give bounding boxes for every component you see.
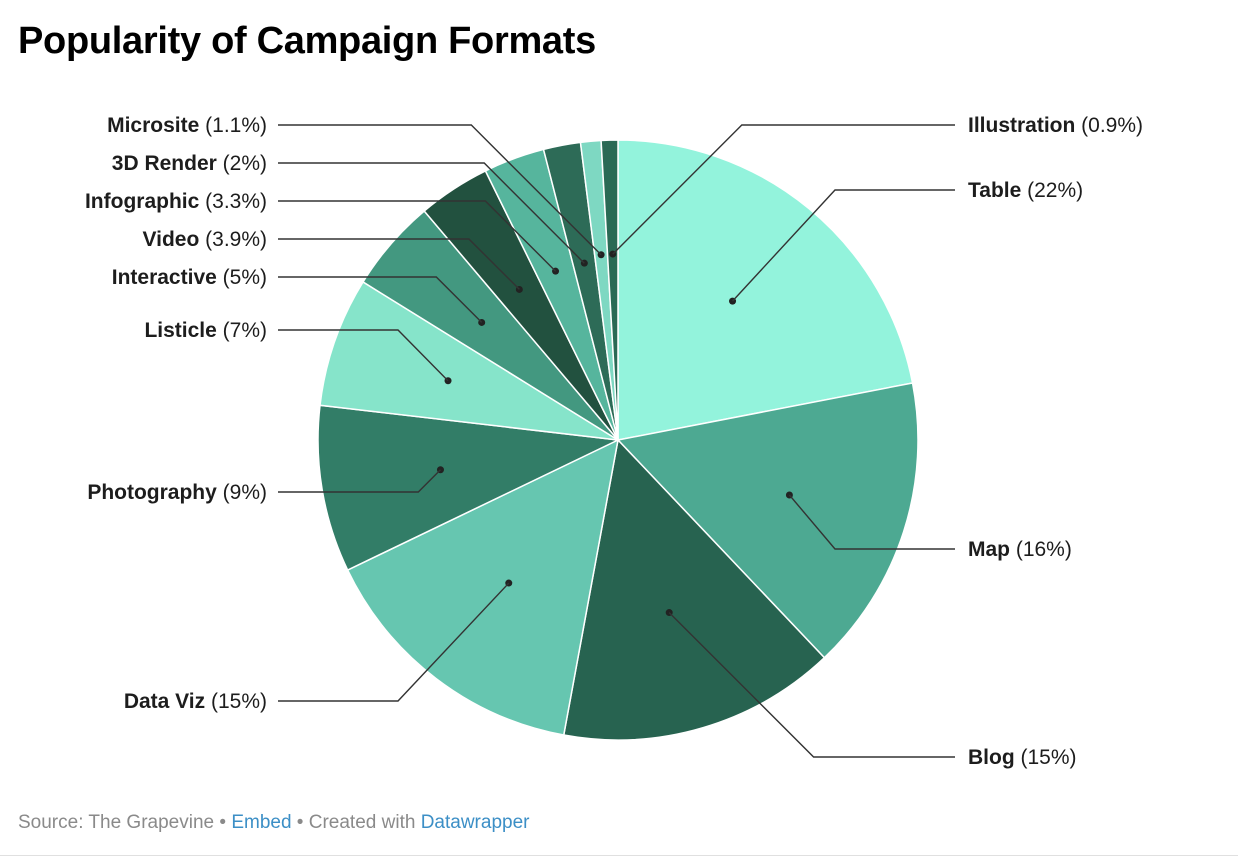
slice-label-value: (9%) bbox=[217, 481, 267, 504]
leader-line-photography bbox=[278, 469, 441, 493]
pie-slice-photography bbox=[317, 404, 621, 572]
slice-label-name: Table bbox=[968, 179, 1021, 202]
slice-label-value: (16%) bbox=[1010, 538, 1072, 561]
leader-line-infographic bbox=[278, 200, 557, 272]
slice-label-blog: Blog (15%) bbox=[968, 746, 1077, 769]
slice-label-value: (3.3%) bbox=[199, 190, 267, 213]
embed-link[interactable]: Embed bbox=[231, 812, 292, 833]
slice-label-interactive: Interactive (5%) bbox=[112, 266, 267, 289]
datawrapper-link[interactable]: Datawrapper bbox=[420, 812, 530, 833]
slice-label-3d-render: 3D Render (2%) bbox=[112, 152, 267, 175]
slice-label-video: Video (3.9%) bbox=[143, 228, 267, 251]
slice-label-value: (5%) bbox=[217, 266, 267, 289]
slice-label-value: (15%) bbox=[1015, 746, 1077, 769]
slice-label-value: (7%) bbox=[217, 319, 267, 342]
pie-slice-data-viz bbox=[346, 438, 620, 736]
leader-line-interactive bbox=[278, 276, 483, 323]
source-text: Source: The Grapevine bbox=[18, 812, 215, 833]
slice-label-name: Microsite bbox=[107, 114, 199, 137]
leader-line-table bbox=[731, 189, 955, 302]
leader-line-data-viz bbox=[278, 582, 510, 702]
pie-chart: Table (22%)Map (16%)Blog (15%)Data Viz (… bbox=[85, 114, 1143, 769]
footer-separator: • bbox=[214, 812, 232, 833]
chart-footer: Source: The Grapevine • Embed • Created … bbox=[18, 812, 529, 834]
slice-label-data-viz: Data Viz (15%) bbox=[124, 690, 267, 713]
pie-slice-map bbox=[616, 382, 919, 659]
slice-label-name: Data Viz bbox=[124, 690, 205, 713]
pie-slice-listicle bbox=[319, 280, 619, 441]
leader-line-illustration bbox=[612, 124, 955, 255]
slice-label-listicle: Listicle (7%) bbox=[144, 319, 267, 342]
slice-label-name: Infographic bbox=[85, 190, 200, 213]
slice-label-microsite: Microsite (1.1%) bbox=[107, 114, 267, 137]
slice-label-value: (0.9%) bbox=[1075, 114, 1143, 137]
footer-separator: • bbox=[291, 812, 309, 833]
slice-label-value: (22%) bbox=[1021, 179, 1083, 202]
slice-label-value: (1.1%) bbox=[199, 114, 267, 137]
slice-label-name: Blog bbox=[968, 746, 1015, 769]
slice-label-name: Interactive bbox=[112, 266, 217, 289]
created-with-text: Created with bbox=[308, 812, 416, 833]
slice-labels: Table (22%)Map (16%)Blog (15%)Data Viz (… bbox=[85, 114, 1143, 769]
slice-label-name: Photography bbox=[87, 481, 217, 504]
bottom-divider bbox=[0, 855, 1238, 856]
slice-label-name: Video bbox=[143, 228, 200, 251]
leader-line-3d-render bbox=[278, 162, 585, 264]
pie-slice-blog bbox=[562, 438, 826, 741]
slice-label-name: 3D Render bbox=[112, 152, 217, 175]
leader-line-blog bbox=[668, 612, 955, 758]
leader-lines bbox=[278, 124, 955, 758]
leader-line-listicle bbox=[278, 329, 449, 382]
slice-label-value: (2%) bbox=[217, 152, 267, 175]
slice-label-name: Map bbox=[968, 538, 1010, 561]
slice-label-name: Listicle bbox=[144, 319, 216, 342]
leader-line-map bbox=[788, 494, 955, 550]
slice-label-value: (3.9%) bbox=[199, 228, 267, 251]
slice-label-name: Illustration bbox=[968, 114, 1075, 137]
pie-slices bbox=[317, 139, 919, 741]
slice-label-map: Map (16%) bbox=[968, 538, 1072, 561]
slice-label-table: Table (22%) bbox=[968, 179, 1083, 202]
leader-line-video bbox=[278, 238, 520, 290]
chart-title: Popularity of Campaign Formats bbox=[18, 20, 596, 62]
slice-label-infographic: Infographic (3.3%) bbox=[85, 190, 267, 213]
pie-slice-illustration bbox=[600, 139, 619, 441]
slice-label-illustration: Illustration (0.9%) bbox=[968, 114, 1143, 137]
slice-label-value: (15%) bbox=[205, 690, 267, 713]
slice-label-photography: Photography (9%) bbox=[87, 481, 267, 504]
pie-slice-table bbox=[617, 139, 914, 441]
leader-line-microsite bbox=[278, 124, 602, 256]
